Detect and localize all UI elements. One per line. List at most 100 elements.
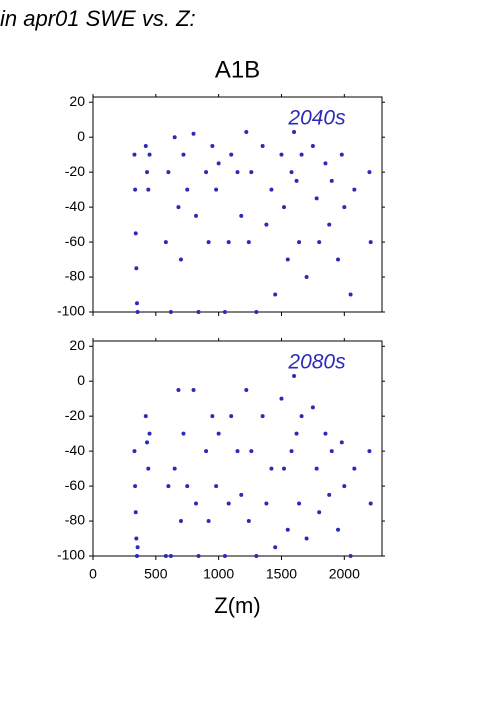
- point: [339, 440, 344, 445]
- point: [196, 554, 201, 558]
- point: [181, 431, 186, 436]
- point: [235, 449, 240, 454]
- point: [269, 187, 274, 192]
- point: [206, 519, 211, 524]
- point: [133, 510, 138, 515]
- point: [294, 431, 299, 436]
- y-tick-label: -80: [65, 268, 85, 284]
- y-tick-label: -80: [65, 512, 85, 528]
- annotation: 2080s: [287, 351, 346, 374]
- point: [166, 170, 171, 175]
- y-tick-label: 20: [69, 93, 85, 109]
- point: [264, 501, 269, 506]
- point: [181, 152, 186, 157]
- point: [304, 275, 309, 280]
- point: [239, 213, 244, 218]
- point: [134, 301, 139, 306]
- point: [285, 527, 290, 532]
- point: [342, 205, 347, 210]
- point: [310, 143, 315, 148]
- point: [348, 554, 353, 558]
- point: [216, 431, 221, 436]
- point: [348, 292, 353, 297]
- point: [216, 161, 221, 166]
- point: [246, 519, 251, 524]
- point: [194, 501, 199, 506]
- point: [206, 240, 211, 245]
- point: [135, 310, 140, 314]
- point: [133, 231, 138, 236]
- point: [176, 205, 181, 210]
- point: [166, 484, 171, 489]
- point: [339, 152, 344, 157]
- point: [163, 240, 168, 245]
- point: [176, 387, 181, 392]
- x-axis-label: Z(m): [214, 593, 260, 618]
- point: [185, 187, 190, 192]
- point: [178, 257, 183, 262]
- y-tick-label: -100: [57, 303, 85, 319]
- plot-frame: [92, 340, 383, 557]
- point: [297, 501, 302, 506]
- point: [204, 170, 209, 175]
- point: [145, 440, 150, 445]
- point: [299, 414, 304, 419]
- point: [214, 187, 219, 192]
- point: [210, 143, 215, 148]
- point: [147, 152, 152, 157]
- point: [297, 240, 302, 245]
- point: [235, 170, 240, 175]
- point: [132, 449, 137, 454]
- point: [285, 257, 290, 262]
- point: [249, 449, 254, 454]
- point: [210, 414, 215, 419]
- plot-frame: [92, 96, 383, 313]
- x-tick-label: 500: [144, 566, 168, 582]
- x-tick-label: 1500: [266, 566, 297, 582]
- point: [292, 373, 297, 378]
- point: [264, 222, 269, 227]
- point: [168, 310, 173, 314]
- point: [352, 187, 357, 192]
- point: [214, 484, 219, 489]
- x-tick-label: 0: [89, 566, 97, 582]
- point: [254, 554, 259, 558]
- point: [299, 152, 304, 157]
- point: [310, 405, 315, 410]
- point: [294, 178, 299, 183]
- point: [292, 129, 297, 134]
- point: [260, 143, 265, 148]
- point: [260, 414, 265, 419]
- point: [172, 135, 177, 140]
- point: [204, 449, 209, 454]
- point: [134, 536, 139, 541]
- point: [327, 222, 332, 227]
- point: [143, 143, 148, 148]
- point: [279, 396, 284, 401]
- y-tick-label: -100: [57, 547, 85, 563]
- point: [172, 466, 177, 471]
- point: [327, 492, 332, 497]
- point: [135, 545, 140, 550]
- y-tick-label: -60: [65, 233, 85, 249]
- point: [196, 310, 201, 314]
- x-tick-label: 2000: [329, 566, 360, 582]
- point: [168, 554, 173, 558]
- point: [191, 131, 196, 136]
- point: [281, 205, 286, 210]
- chart-title: A1B: [215, 56, 260, 83]
- point: [229, 152, 234, 157]
- point: [146, 466, 151, 471]
- point: [239, 492, 244, 497]
- point: [317, 240, 322, 245]
- point: [229, 414, 234, 419]
- point: [317, 510, 322, 515]
- point: [191, 387, 196, 392]
- point: [336, 257, 341, 262]
- point: [367, 170, 372, 175]
- point: [134, 554, 139, 558]
- point: [246, 240, 251, 245]
- point: [222, 310, 227, 314]
- point: [352, 466, 357, 471]
